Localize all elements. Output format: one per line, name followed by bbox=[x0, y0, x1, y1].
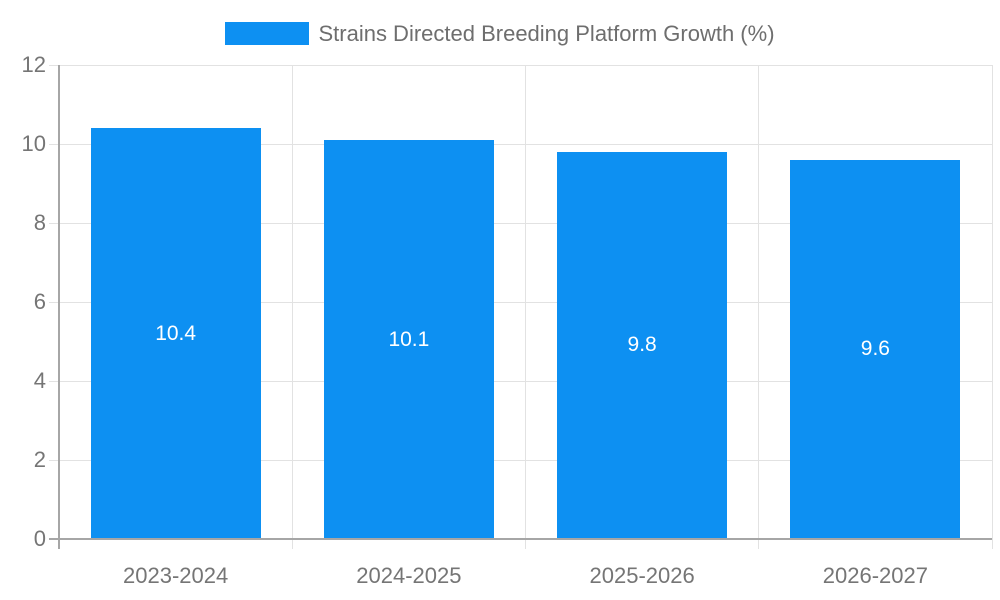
y-axis-tick-label: 4 bbox=[33, 368, 46, 393]
y-axis-tick-label: 6 bbox=[33, 289, 46, 314]
gridline-horizontal bbox=[49, 222, 992, 224]
bar-value-label: 9.6 bbox=[860, 337, 890, 361]
bar bbox=[90, 128, 261, 539]
x-axis-tick-label: 2023-2024 bbox=[123, 563, 229, 588]
gridline-vertical bbox=[291, 65, 293, 549]
bar-value-label: 9.8 bbox=[627, 333, 657, 357]
y-axis-tick-label: 2 bbox=[33, 447, 46, 472]
gridline-horizontal bbox=[49, 143, 992, 145]
x-axis-tick-label: 2026-2027 bbox=[822, 563, 928, 588]
gridline-horizontal bbox=[49, 64, 992, 66]
bar bbox=[790, 159, 961, 539]
gridline-horizontal bbox=[49, 459, 992, 461]
x-axis-line bbox=[49, 538, 992, 540]
x-axis-tick-label: 2025-2026 bbox=[589, 563, 695, 588]
chart-legend: Strains Directed Breeding Platform Growt… bbox=[0, 22, 1000, 45]
gridline-horizontal bbox=[49, 301, 992, 303]
bar-value-label: 10.1 bbox=[388, 327, 430, 351]
y-axis-line bbox=[58, 65, 60, 549]
y-axis-tick-label: 8 bbox=[33, 210, 46, 235]
y-axis-tick-label: 10 bbox=[21, 131, 46, 156]
x-axis-tick-label: 2024-2025 bbox=[356, 563, 462, 588]
gridline-vertical bbox=[758, 65, 760, 549]
bar bbox=[557, 151, 728, 539]
gridline-horizontal bbox=[49, 380, 992, 382]
bar-value-label: 10.4 bbox=[155, 321, 197, 345]
y-axis-tick-label: 12 bbox=[21, 52, 46, 77]
gridline-vertical bbox=[525, 65, 526, 549]
y-axis-tick-label: 0 bbox=[33, 526, 46, 551]
bar bbox=[323, 140, 494, 539]
legend-label: Strains Directed Breeding Platform Growt… bbox=[318, 21, 775, 46]
legend-swatch bbox=[225, 22, 310, 45]
gridline-vertical bbox=[991, 65, 993, 549]
